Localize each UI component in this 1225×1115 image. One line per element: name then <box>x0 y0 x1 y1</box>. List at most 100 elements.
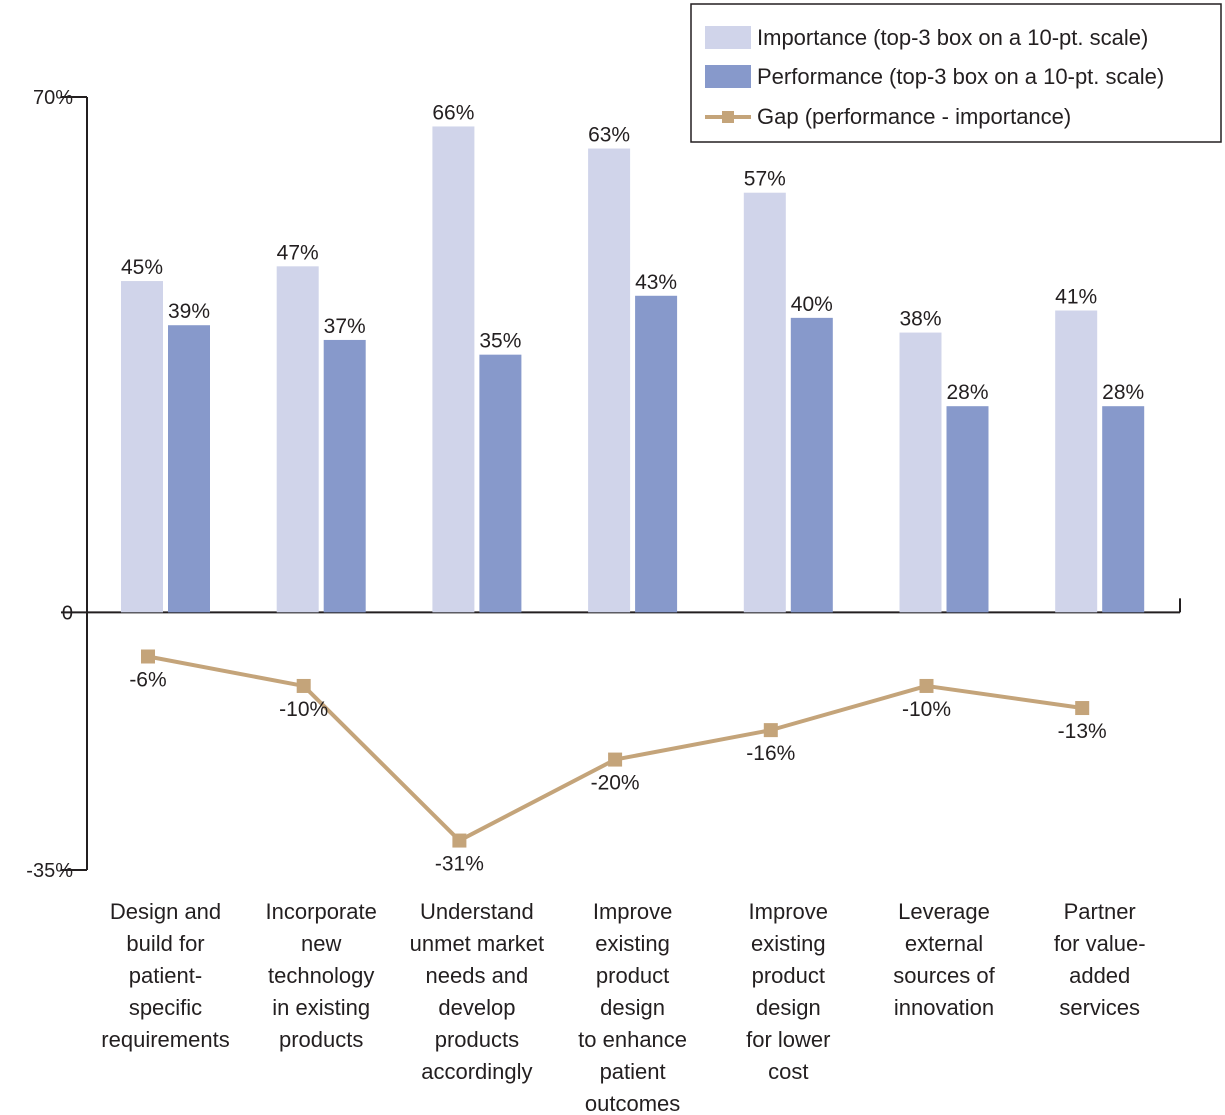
gap-label-1: -10% <box>279 698 328 721</box>
gap-label-2: -31% <box>435 853 484 876</box>
category-label-line: Improve <box>749 899 828 924</box>
category-label-line: sources of <box>893 963 995 988</box>
category-label-1: Incorporate new technology in existing produ… <box>266 899 377 1052</box>
legend-label-gap: Gap (performance - importance) <box>757 104 1071 129</box>
category-label-line: Leverage <box>898 899 990 924</box>
category-label-line: products <box>279 1027 363 1052</box>
category-label-line: in existing <box>272 995 370 1020</box>
bar-performance-0 <box>168 325 210 613</box>
category-label-line: Incorporate <box>266 899 377 924</box>
category-label-line: unmet market <box>410 931 545 956</box>
category-label-line: products <box>435 1027 519 1052</box>
bar-label-importance-1: 47% <box>277 241 319 264</box>
category-label-line: for lower <box>746 1027 830 1052</box>
category-label-3: Improve existing product design to enhance pa… <box>578 899 687 1115</box>
gap-marker-2 <box>452 833 467 848</box>
bar-label-performance-0: 39% <box>168 300 210 323</box>
category-label-line: requirements <box>101 1027 229 1052</box>
category-label-0: Design and build for patient-specific requi… <box>101 899 229 1052</box>
category-label-line: design <box>756 995 821 1020</box>
legend-label-performance: Performance (top-3 box on a 10-pt. scale… <box>757 64 1164 89</box>
gap-line: -6% -10% -31% -20% -16% -10% -13% <box>129 649 1107 876</box>
legend-box <box>690 3 1222 143</box>
category-label-line: services <box>1059 995 1140 1020</box>
bar-performance-5 <box>946 406 989 613</box>
gap-label-0: -6% <box>129 669 166 692</box>
legend-swatch-performance <box>705 65 751 88</box>
x-axis-labels: Design and build for patient-specific requi… <box>101 899 1145 1115</box>
category-label-line: Design and <box>110 899 221 924</box>
bar-importance-0 <box>121 281 163 613</box>
bar-importance-2 <box>432 126 475 613</box>
category-label-line: to enhance <box>578 1027 687 1052</box>
gap-label-3: -20% <box>591 772 640 795</box>
y-tick-label-2: -35% <box>26 860 73 882</box>
category-label-line: develop <box>438 995 515 1020</box>
legend-swatch-gap-marker <box>722 111 734 123</box>
bar-label-performance-2: 35% <box>479 330 521 353</box>
category-label-line: innovation <box>894 995 994 1020</box>
category-label-line: Understand <box>420 899 534 924</box>
category-label-line: needs and <box>426 963 529 988</box>
gap-marker-1 <box>296 678 311 693</box>
category-label-line: for value- <box>1054 931 1146 956</box>
bar-importance-1 <box>276 266 319 613</box>
bar-label-importance-5: 38% <box>899 308 941 331</box>
category-label-line: product <box>752 963 825 988</box>
y-tick-label-0: 70% <box>33 87 73 109</box>
legend: Importance (top-3 box on a 10-pt. scale)… <box>690 3 1222 143</box>
bar-label-importance-3: 63% <box>588 124 630 147</box>
bar-importance-3 <box>588 148 631 613</box>
bar-importance-6 <box>1055 310 1098 613</box>
category-label-line: outcomes <box>585 1091 680 1115</box>
bar-label-importance-6: 41% <box>1055 285 1097 308</box>
bar-performance-3 <box>635 295 678 613</box>
y-tick-label-1: 0 <box>62 602 73 624</box>
gap-marker-3 <box>608 752 623 767</box>
bar-label-performance-5: 28% <box>946 381 988 404</box>
category-label-line: patient- <box>129 963 202 988</box>
bar-importance-4 <box>743 192 786 613</box>
bar-performance-4 <box>790 317 833 613</box>
legend-swatch-importance <box>705 26 751 49</box>
bar-performance-1 <box>323 339 366 613</box>
bar-label-importance-4: 57% <box>744 168 786 191</box>
axes: 70% 0 -35% <box>26 87 1181 882</box>
category-label-line: patient <box>600 1059 666 1084</box>
gap-marker-0 <box>141 649 155 664</box>
gap-marker-5 <box>919 678 934 693</box>
bar-label-importance-2: 66% <box>432 101 474 124</box>
category-label-line: existing <box>751 931 826 956</box>
bars: 45%39% 47% 37% 66% 35% 63% 43% 57% 40% 38% 28% 41% 2… <box>121 101 1145 613</box>
bar-label-performance-1: 37% <box>324 315 366 338</box>
bar-performance-2 <box>479 354 522 613</box>
category-label-line: build for <box>126 931 204 956</box>
bar-label-performance-6: 28% <box>1102 381 1144 404</box>
bar-importance-5 <box>899 332 942 613</box>
gap-marker-6 <box>1075 701 1090 716</box>
category-label-line: external <box>905 931 983 956</box>
bar-label-performance-4: 40% <box>791 293 833 316</box>
gap-label-4: -16% <box>746 742 795 765</box>
category-label-4: Improve existing product design for lower cos… <box>746 899 830 1084</box>
category-label-line: cost <box>768 1059 808 1084</box>
category-label-line: existing <box>595 931 670 956</box>
gap-label-5: -10% <box>902 698 951 721</box>
category-label-line: product <box>596 963 669 988</box>
category-label-line: accordingly <box>421 1059 532 1084</box>
category-label-line: specific <box>129 995 202 1020</box>
gap-label-6: -13% <box>1058 720 1107 743</box>
category-label-line: design <box>600 995 665 1020</box>
category-label-line: Improve <box>593 899 672 924</box>
bar-performance-6 <box>1102 406 1145 613</box>
category-label-line: technology <box>268 963 374 988</box>
bar-label-performance-3: 43% <box>635 271 677 294</box>
category-label-6: Partner for value-added services <box>1054 899 1146 1020</box>
category-label-line: added <box>1069 963 1130 988</box>
gap-series-line <box>147 654 1083 843</box>
category-label-5: Leverage external sources of innovation <box>893 899 995 1020</box>
category-label-line: new <box>301 931 341 956</box>
gap-marker-4 <box>763 723 778 738</box>
legend-label-importance: Importance (top-3 box on a 10-pt. scale) <box>757 25 1148 50</box>
